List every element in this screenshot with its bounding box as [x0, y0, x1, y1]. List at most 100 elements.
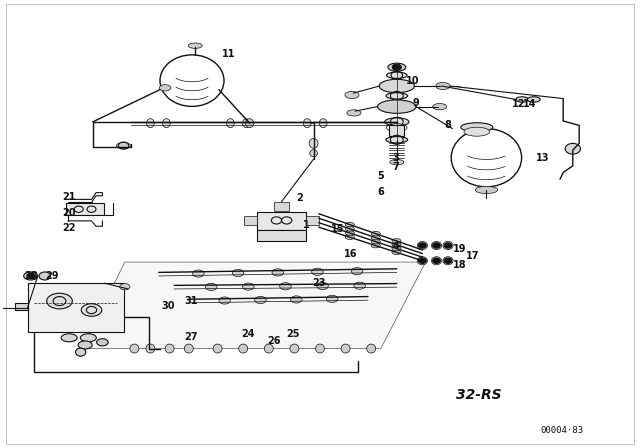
Text: 21: 21 [62, 192, 76, 202]
Text: 30: 30 [161, 301, 175, 310]
Ellipse shape [436, 82, 450, 90]
Text: 2: 2 [296, 193, 303, 203]
Ellipse shape [443, 257, 453, 265]
Bar [244, 216, 257, 225]
Ellipse shape [371, 239, 380, 244]
Ellipse shape [81, 334, 96, 342]
Ellipse shape [475, 186, 498, 194]
Ellipse shape [379, 79, 415, 93]
Text: 12: 12 [511, 99, 525, 109]
Text: 16: 16 [344, 250, 358, 259]
Text: 14: 14 [523, 99, 537, 109]
Ellipse shape [417, 241, 428, 250]
Ellipse shape [392, 246, 401, 251]
Text: 11: 11 [222, 49, 236, 59]
Ellipse shape [219, 297, 230, 304]
Text: 8: 8 [445, 121, 451, 130]
Ellipse shape [306, 217, 319, 224]
Ellipse shape [146, 344, 155, 353]
Text: 22: 22 [62, 224, 76, 233]
Ellipse shape [184, 344, 193, 353]
Bar [257, 230, 306, 241]
Ellipse shape [371, 232, 380, 236]
Ellipse shape [461, 123, 493, 132]
Ellipse shape [346, 235, 355, 240]
Ellipse shape [120, 284, 130, 290]
Text: 6: 6 [378, 187, 384, 197]
Ellipse shape [326, 295, 338, 302]
Bar [389, 125, 404, 136]
Ellipse shape [227, 119, 234, 128]
Ellipse shape [246, 119, 254, 128]
Ellipse shape [243, 283, 254, 290]
Circle shape [27, 273, 35, 279]
Text: 9: 9 [413, 98, 419, 108]
Text: 7: 7 [392, 162, 399, 172]
Circle shape [392, 64, 401, 70]
Ellipse shape [390, 159, 404, 165]
Ellipse shape [130, 344, 139, 353]
Ellipse shape [163, 119, 170, 128]
Bar [66, 203, 104, 215]
Circle shape [444, 258, 452, 263]
Text: 19: 19 [452, 244, 467, 254]
Text: 27: 27 [184, 332, 198, 342]
Ellipse shape [388, 63, 406, 71]
Ellipse shape [244, 217, 257, 224]
Text: 24: 24 [241, 329, 255, 339]
Ellipse shape [392, 239, 401, 243]
Ellipse shape [346, 222, 355, 227]
Text: 4: 4 [392, 241, 399, 251]
Bar [306, 216, 319, 225]
Text: 17: 17 [465, 251, 479, 261]
Ellipse shape [392, 250, 401, 254]
Ellipse shape [312, 268, 323, 276]
Text: 00004·83: 00004·83 [540, 426, 584, 435]
Ellipse shape [527, 97, 540, 102]
Ellipse shape [317, 282, 328, 289]
Ellipse shape [345, 91, 359, 99]
Ellipse shape [392, 242, 401, 247]
Bar [28, 283, 124, 332]
Circle shape [565, 143, 580, 154]
Ellipse shape [165, 344, 174, 353]
Ellipse shape [81, 304, 102, 316]
Ellipse shape [76, 348, 86, 356]
Ellipse shape [387, 72, 407, 78]
Ellipse shape [291, 296, 302, 303]
Circle shape [419, 258, 426, 263]
Ellipse shape [386, 93, 408, 99]
Ellipse shape [351, 267, 363, 275]
Text: 28: 28 [24, 271, 38, 280]
Ellipse shape [385, 118, 409, 126]
Ellipse shape [116, 142, 131, 149]
Ellipse shape [347, 110, 361, 116]
Text: 13: 13 [536, 153, 550, 163]
Ellipse shape [443, 241, 453, 250]
Circle shape [433, 258, 440, 263]
Bar [15, 303, 28, 310]
Ellipse shape [367, 344, 376, 353]
Text: 32-RS: 32-RS [456, 388, 502, 402]
Text: 31: 31 [184, 296, 198, 306]
Text: 18: 18 [452, 260, 467, 270]
Ellipse shape [341, 344, 350, 353]
Circle shape [419, 243, 426, 248]
Ellipse shape [290, 344, 299, 353]
Ellipse shape [371, 243, 380, 248]
Ellipse shape [255, 297, 266, 304]
Ellipse shape [346, 227, 355, 231]
Ellipse shape [264, 344, 273, 353]
Ellipse shape [239, 344, 248, 353]
Ellipse shape [310, 150, 317, 157]
Ellipse shape [433, 103, 447, 110]
Ellipse shape [354, 282, 365, 289]
Ellipse shape [386, 137, 408, 143]
Text: 10: 10 [406, 76, 420, 86]
Ellipse shape [243, 119, 250, 128]
Circle shape [444, 243, 452, 248]
Text: 23: 23 [312, 278, 326, 288]
Ellipse shape [371, 235, 380, 240]
Ellipse shape [417, 257, 428, 265]
Ellipse shape [464, 127, 490, 136]
